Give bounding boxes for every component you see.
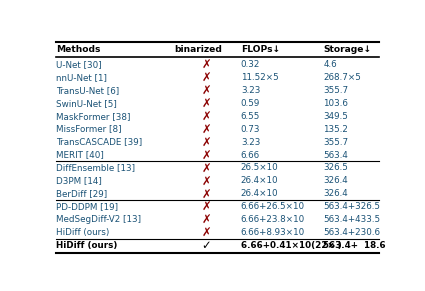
Text: binarized: binarized xyxy=(174,45,222,54)
Text: ✗: ✗ xyxy=(201,110,211,123)
Text: 326.4: 326.4 xyxy=(323,176,348,185)
Text: 355.7: 355.7 xyxy=(323,138,348,147)
Text: MERIT [40]: MERIT [40] xyxy=(57,150,104,159)
Text: 103.6: 103.6 xyxy=(323,99,348,108)
Text: MissFormer [8]: MissFormer [8] xyxy=(57,125,122,134)
Text: ✗: ✗ xyxy=(201,123,211,136)
Text: 26.4×10: 26.4×10 xyxy=(241,176,278,185)
Text: TransU-Net [6]: TransU-Net [6] xyxy=(57,86,120,95)
Text: 11.52×5: 11.52×5 xyxy=(241,73,279,82)
Text: 3.23: 3.23 xyxy=(241,138,260,147)
Text: ✗: ✗ xyxy=(201,187,211,200)
Text: 268.7×5: 268.7×5 xyxy=(323,73,361,82)
Text: HiDiff (ours): HiDiff (ours) xyxy=(57,228,110,237)
Text: 326.4: 326.4 xyxy=(323,189,348,198)
Text: ✗: ✗ xyxy=(201,58,211,71)
Text: Storage↓: Storage↓ xyxy=(323,45,371,54)
Text: MaskFormer [38]: MaskFormer [38] xyxy=(57,112,131,121)
Text: 6.55: 6.55 xyxy=(241,112,260,121)
Text: 0.32: 0.32 xyxy=(241,60,260,69)
Text: Methods: Methods xyxy=(57,45,101,54)
Text: SwinU-Net [5]: SwinU-Net [5] xyxy=(57,99,117,108)
Text: 0.59: 0.59 xyxy=(241,99,260,108)
Text: ✗: ✗ xyxy=(201,162,211,175)
Text: PD-DDPM [19]: PD-DDPM [19] xyxy=(57,202,119,211)
Text: 4.6: 4.6 xyxy=(323,60,337,69)
Text: HiDiff (ours): HiDiff (ours) xyxy=(57,241,118,250)
Text: 563.4+  18.6: 563.4+ 18.6 xyxy=(323,241,386,250)
Text: U-Net [30]: U-Net [30] xyxy=(57,60,102,69)
Text: ✗: ✗ xyxy=(201,200,211,213)
Text: 563.4+230.6: 563.4+230.6 xyxy=(323,228,380,237)
Text: 135.2: 135.2 xyxy=(323,125,348,134)
Text: 355.7: 355.7 xyxy=(323,86,348,95)
Text: D3PM [14]: D3PM [14] xyxy=(57,176,102,185)
Text: 563.4+433.5: 563.4+433.5 xyxy=(323,215,380,224)
Text: DiffEnsemble [13]: DiffEnsemble [13] xyxy=(57,164,136,173)
Text: 563.4+326.5: 563.4+326.5 xyxy=(323,202,380,211)
Text: TransCASCADE [39]: TransCASCADE [39] xyxy=(57,138,143,147)
Text: 26.4×10: 26.4×10 xyxy=(241,189,278,198)
Text: 6.66+8.93×10: 6.66+8.93×10 xyxy=(241,228,305,237)
Text: 563.4: 563.4 xyxy=(323,150,348,159)
Text: 6.66+23.8×10: 6.66+23.8×10 xyxy=(241,215,305,224)
Text: ✗: ✗ xyxy=(201,174,211,187)
Text: ✗: ✗ xyxy=(201,84,211,97)
Text: 326.5: 326.5 xyxy=(323,164,348,173)
Text: BerDiff [29]: BerDiff [29] xyxy=(57,189,108,198)
Text: ✗: ✗ xyxy=(201,71,211,84)
Text: 26.5×10: 26.5×10 xyxy=(241,164,279,173)
Text: 3.23: 3.23 xyxy=(241,86,260,95)
Text: 349.5: 349.5 xyxy=(323,112,348,121)
Text: ✗: ✗ xyxy=(201,226,211,239)
Text: 6.66+26.5×10: 6.66+26.5×10 xyxy=(241,202,305,211)
Text: nnU-Net [1]: nnU-Net [1] xyxy=(57,73,108,82)
Text: FLOPs↓: FLOPs↓ xyxy=(241,45,280,54)
Text: MedSegDiff-V2 [13]: MedSegDiff-V2 [13] xyxy=(57,215,142,224)
Text: ✗: ✗ xyxy=(201,97,211,110)
Text: ✓: ✓ xyxy=(201,239,211,252)
Text: ✗: ✗ xyxy=(201,213,211,226)
Text: ✗: ✗ xyxy=(201,148,211,162)
Text: 0.73: 0.73 xyxy=(241,125,261,134)
Text: 6.66: 6.66 xyxy=(241,150,260,159)
Text: 6.66+0.41×10(22× ): 6.66+0.41×10(22× ) xyxy=(241,241,342,250)
Text: ✗: ✗ xyxy=(201,136,211,149)
